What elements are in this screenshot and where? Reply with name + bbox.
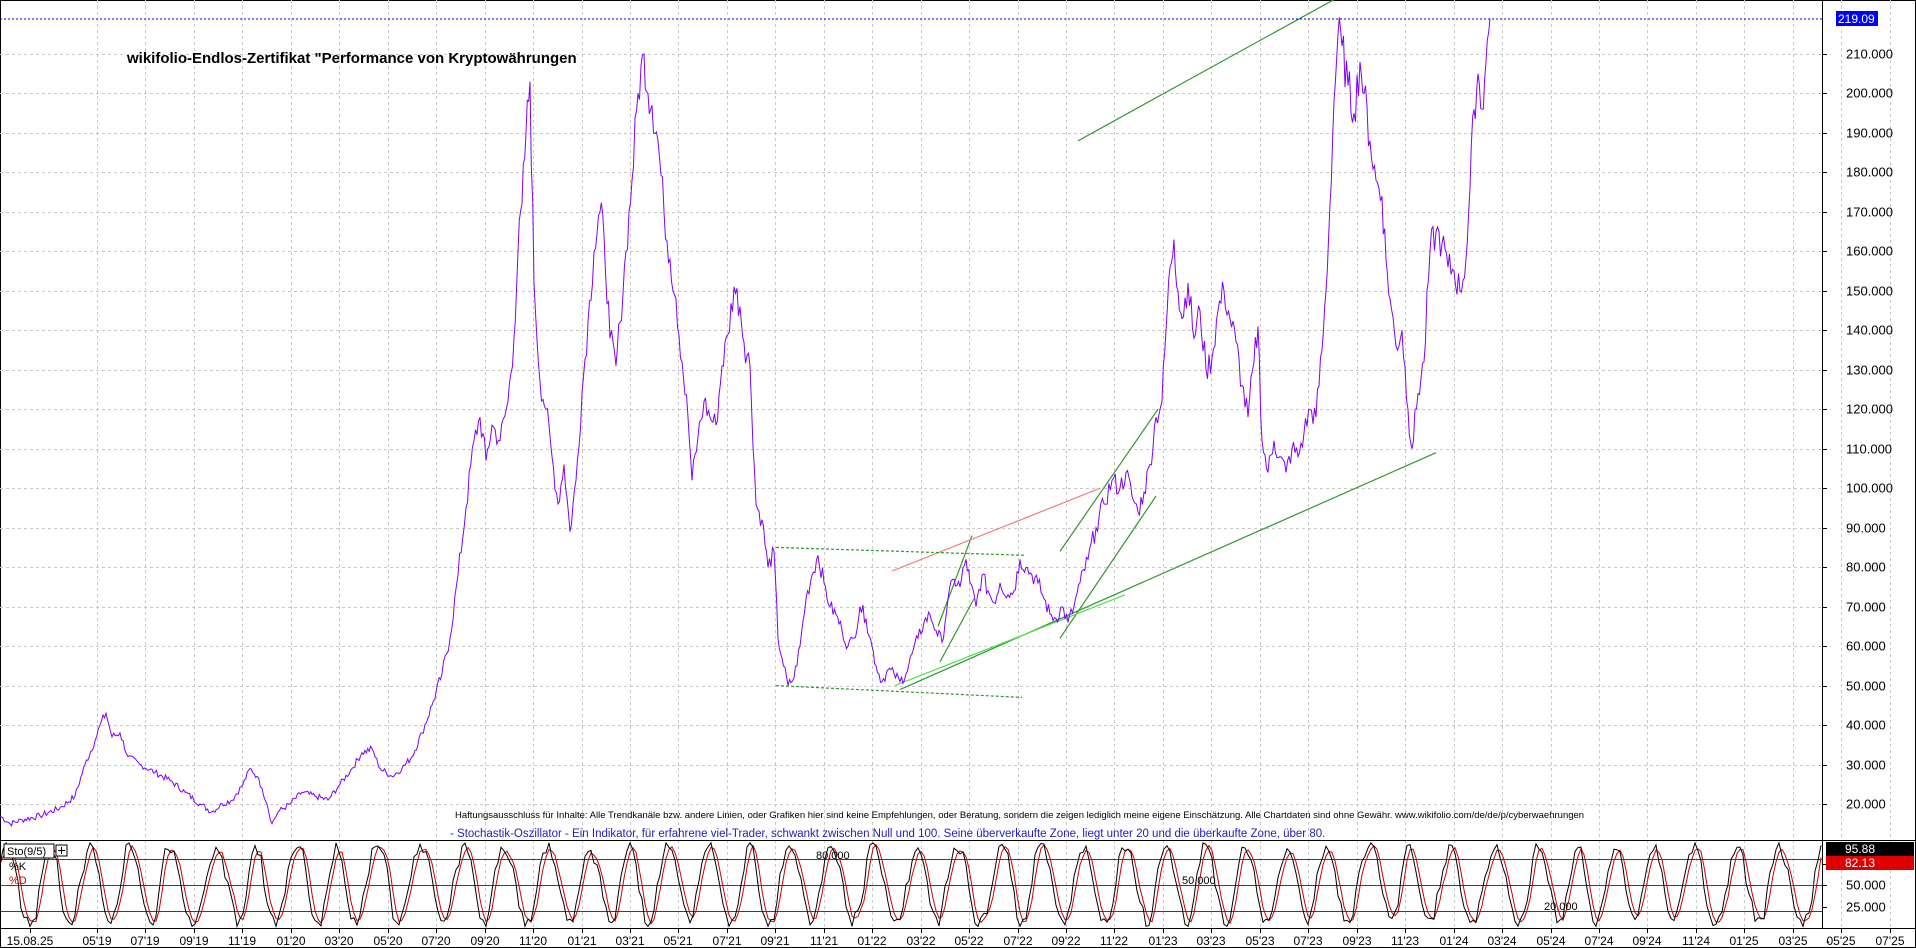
price-line: [0, 17, 1491, 828]
stoch-k-line: [0, 841, 1822, 929]
x-tick-label: 11'20: [519, 934, 547, 948]
x-tick-label: 07'23: [1294, 934, 1323, 948]
osc-y-tick-label: 25.000: [1846, 900, 1886, 915]
x-tick-label: 09'22: [1052, 934, 1081, 948]
y-tick-label: 20.000: [1846, 797, 1886, 812]
x-tick-label: 01'20: [277, 934, 306, 948]
x-tick-label: 01'25: [1730, 934, 1759, 948]
trendline: [775, 546, 1026, 556]
y-tick-label: 40.000: [1846, 718, 1886, 733]
x-tick-label: 05'23: [1246, 934, 1275, 948]
y-tick-label: 190.000: [1846, 126, 1893, 141]
trendline: [937, 535, 973, 627]
oscillator-grid: [0, 859, 1822, 912]
indicator-label: Sto(9/5): [7, 846, 46, 858]
x-tick-label: 09'21: [761, 934, 790, 948]
last-price-label: 219.09: [1838, 12, 1875, 26]
x-tick-label: 03'24: [1488, 934, 1517, 948]
x-tick-label: 03'23: [1197, 934, 1226, 948]
trendline: [894, 594, 1126, 687]
level-50-label: 50.000: [1182, 875, 1216, 887]
price-y-axis: 20.000 30.000 40.000 50.000 60.000 70.000 80.0…: [1822, 47, 1893, 812]
y-tick-label: 60.000: [1846, 639, 1886, 654]
disclaimer-text: Haftungsausschluss für Inhalte: Alle Tre…: [455, 810, 1584, 821]
trendline: [1059, 408, 1159, 552]
x-tick-label: 11'24: [1682, 934, 1710, 948]
last-price-badge: [1836, 11, 1878, 26]
trendline: [939, 598, 975, 663]
x-axis: 15.08.25 05'19 07'19 09'19 11'19 01'20 03'20 05…: [7, 928, 1905, 948]
x-tick-label: 07'19: [131, 934, 160, 948]
y-tick-label: 50.000: [1846, 679, 1886, 694]
x-tick-label: 07'21: [713, 934, 742, 948]
d-value-label: 82.13: [1845, 856, 1875, 870]
x-tick-label: 05'22: [955, 934, 984, 948]
trendline: [1077, 0, 1335, 142]
x-tick-label: 05'19: [83, 934, 112, 948]
legend-k: %K: [9, 861, 27, 873]
y-tick-label: 80.000: [1846, 560, 1886, 575]
price-series: [0, 17, 1491, 828]
x-tick-label: 03'22: [907, 934, 936, 948]
y-tick-label: 100.000: [1846, 481, 1893, 496]
oscillator-series: [0, 841, 1822, 929]
trendline: [899, 452, 1437, 691]
y-tick-label: 200.000: [1846, 86, 1893, 101]
x-tick-label: 01'24: [1440, 934, 1469, 948]
indicator-label-box[interactable]: [3, 843, 55, 859]
d-value-badge: [1826, 856, 1914, 870]
x-tick-label: 07'22: [1004, 934, 1033, 948]
x-tick-label: 11'19: [228, 934, 256, 948]
x-tick-label: 09'19: [180, 934, 209, 948]
x-tick-label: 03'25: [1779, 934, 1808, 948]
y-tick-label: 90.000: [1846, 521, 1886, 536]
trendlines: [775, 0, 1437, 699]
x-axis-more-icon: -: [1826, 934, 1830, 948]
x-tick-label: 09'20: [471, 934, 500, 948]
level-20-label: 20.000: [1544, 901, 1578, 913]
y-tick-label: 150.000: [1846, 284, 1893, 299]
stoch-d-line: [0, 843, 1822, 925]
x-tick-label: 01'22: [858, 934, 887, 948]
x-tick-label: 01'23: [1149, 934, 1178, 948]
x-tick-label: 03'20: [325, 934, 354, 948]
x-tick-label: 05'24: [1537, 934, 1566, 948]
x-tick-label: 03'21: [616, 934, 645, 948]
x-tick-label: 05'25: [1827, 934, 1856, 948]
x-tick-label: 15.08.25: [7, 934, 54, 948]
x-tick-label: 09'24: [1633, 934, 1662, 948]
x-tick-label: 07'24: [1585, 934, 1614, 948]
trendline: [775, 684, 1023, 699]
osc-y-tick-label: 50.000: [1846, 878, 1886, 893]
x-tick-label: 11'21: [810, 934, 838, 948]
y-tick-label: 180.000: [1846, 165, 1893, 180]
legend-d: %D: [9, 875, 27, 887]
x-tick-label: 05'20: [374, 934, 403, 948]
y-tick-label: 30.000: [1846, 758, 1886, 773]
trendline: [891, 487, 1101, 572]
y-tick-label: 140.000: [1846, 323, 1893, 338]
x-tick-label: 05'21: [664, 934, 693, 948]
x-tick-label: 07'25: [1876, 934, 1905, 948]
y-tick-label: 130.000: [1846, 363, 1893, 378]
stochastic-note: - Stochastik-Oszillator - Ein Indikator,…: [450, 828, 1325, 840]
y-tick-label: 210.000: [1846, 47, 1893, 62]
x-tick-label: 09'23: [1343, 934, 1372, 948]
main-grid: [0, 0, 1891, 928]
x-tick-label: 01'21: [568, 934, 597, 948]
y-tick-label: 70.000: [1846, 600, 1886, 615]
x-tick-label: 11'22: [1100, 934, 1128, 948]
x-tick-label: 11'23: [1391, 934, 1419, 948]
k-value-label: 95.88: [1845, 842, 1875, 856]
y-tick-label: 170.000: [1846, 205, 1893, 220]
x-tick-label: 07'20: [422, 934, 451, 948]
y-tick-label: 120.000: [1846, 402, 1893, 417]
chart-title: wikifolio-Endlos-Zertifikat "Performance…: [126, 50, 577, 67]
k-value-badge: [1826, 842, 1914, 856]
y-tick-label: 160.000: [1846, 244, 1893, 259]
level-80-label: 80.000: [816, 850, 850, 862]
y-tick-label: 110.000: [1846, 442, 1892, 457]
